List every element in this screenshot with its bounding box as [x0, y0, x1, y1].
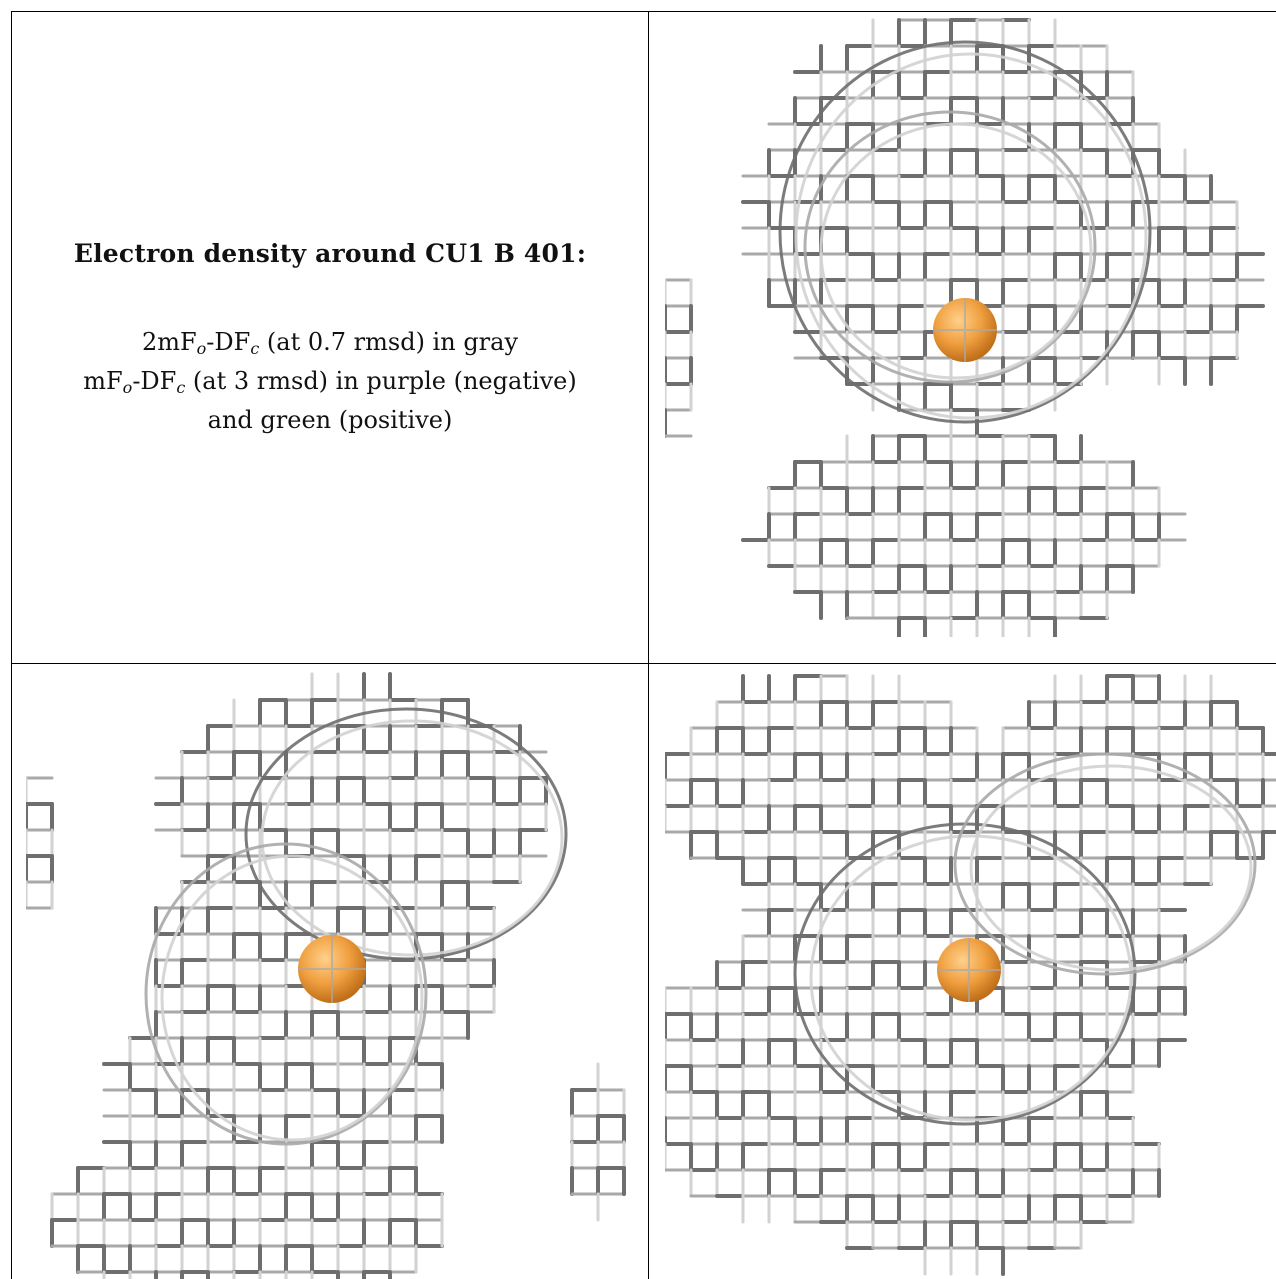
frame-middle-horizontal [12, 663, 1276, 664]
caption-line-green: and green (positive) [207, 405, 453, 434]
caption-title: Electron density around CU1 B 401: [73, 238, 587, 268]
density-mesh-bottom-right [665, 674, 1276, 1276]
caption-line-mfo: mFo-DFc (at 3 rmsd) in purple (negative) [83, 366, 577, 397]
density-view-bottom-right [665, 664, 1276, 1279]
mesh-contours [144, 707, 568, 1146]
density-mesh-top-right [665, 18, 1265, 637]
frame-middle-vertical [648, 11, 649, 1279]
mesh-over-atom [298, 935, 366, 1003]
frame-top [12, 11, 1276, 12]
caption-cell: Electron density around CU1 B 401: 2mFo-… [12, 12, 648, 662]
mesh-contours [793, 752, 1257, 1126]
caption-line-2mfo: 2mFo-DFc (at 0.7 rmsd) in gray [141, 327, 519, 358]
mesh-grid [665, 18, 1265, 637]
frame-left [11, 11, 12, 1279]
mesh-over-atom [933, 298, 997, 362]
mesh-contours [778, 40, 1152, 424]
density-view-top-right [665, 12, 1276, 637]
mesh-over-atom [937, 938, 1001, 1002]
density-mesh-bottom-left [26, 672, 626, 1279]
density-view-bottom-left [26, 664, 634, 1279]
